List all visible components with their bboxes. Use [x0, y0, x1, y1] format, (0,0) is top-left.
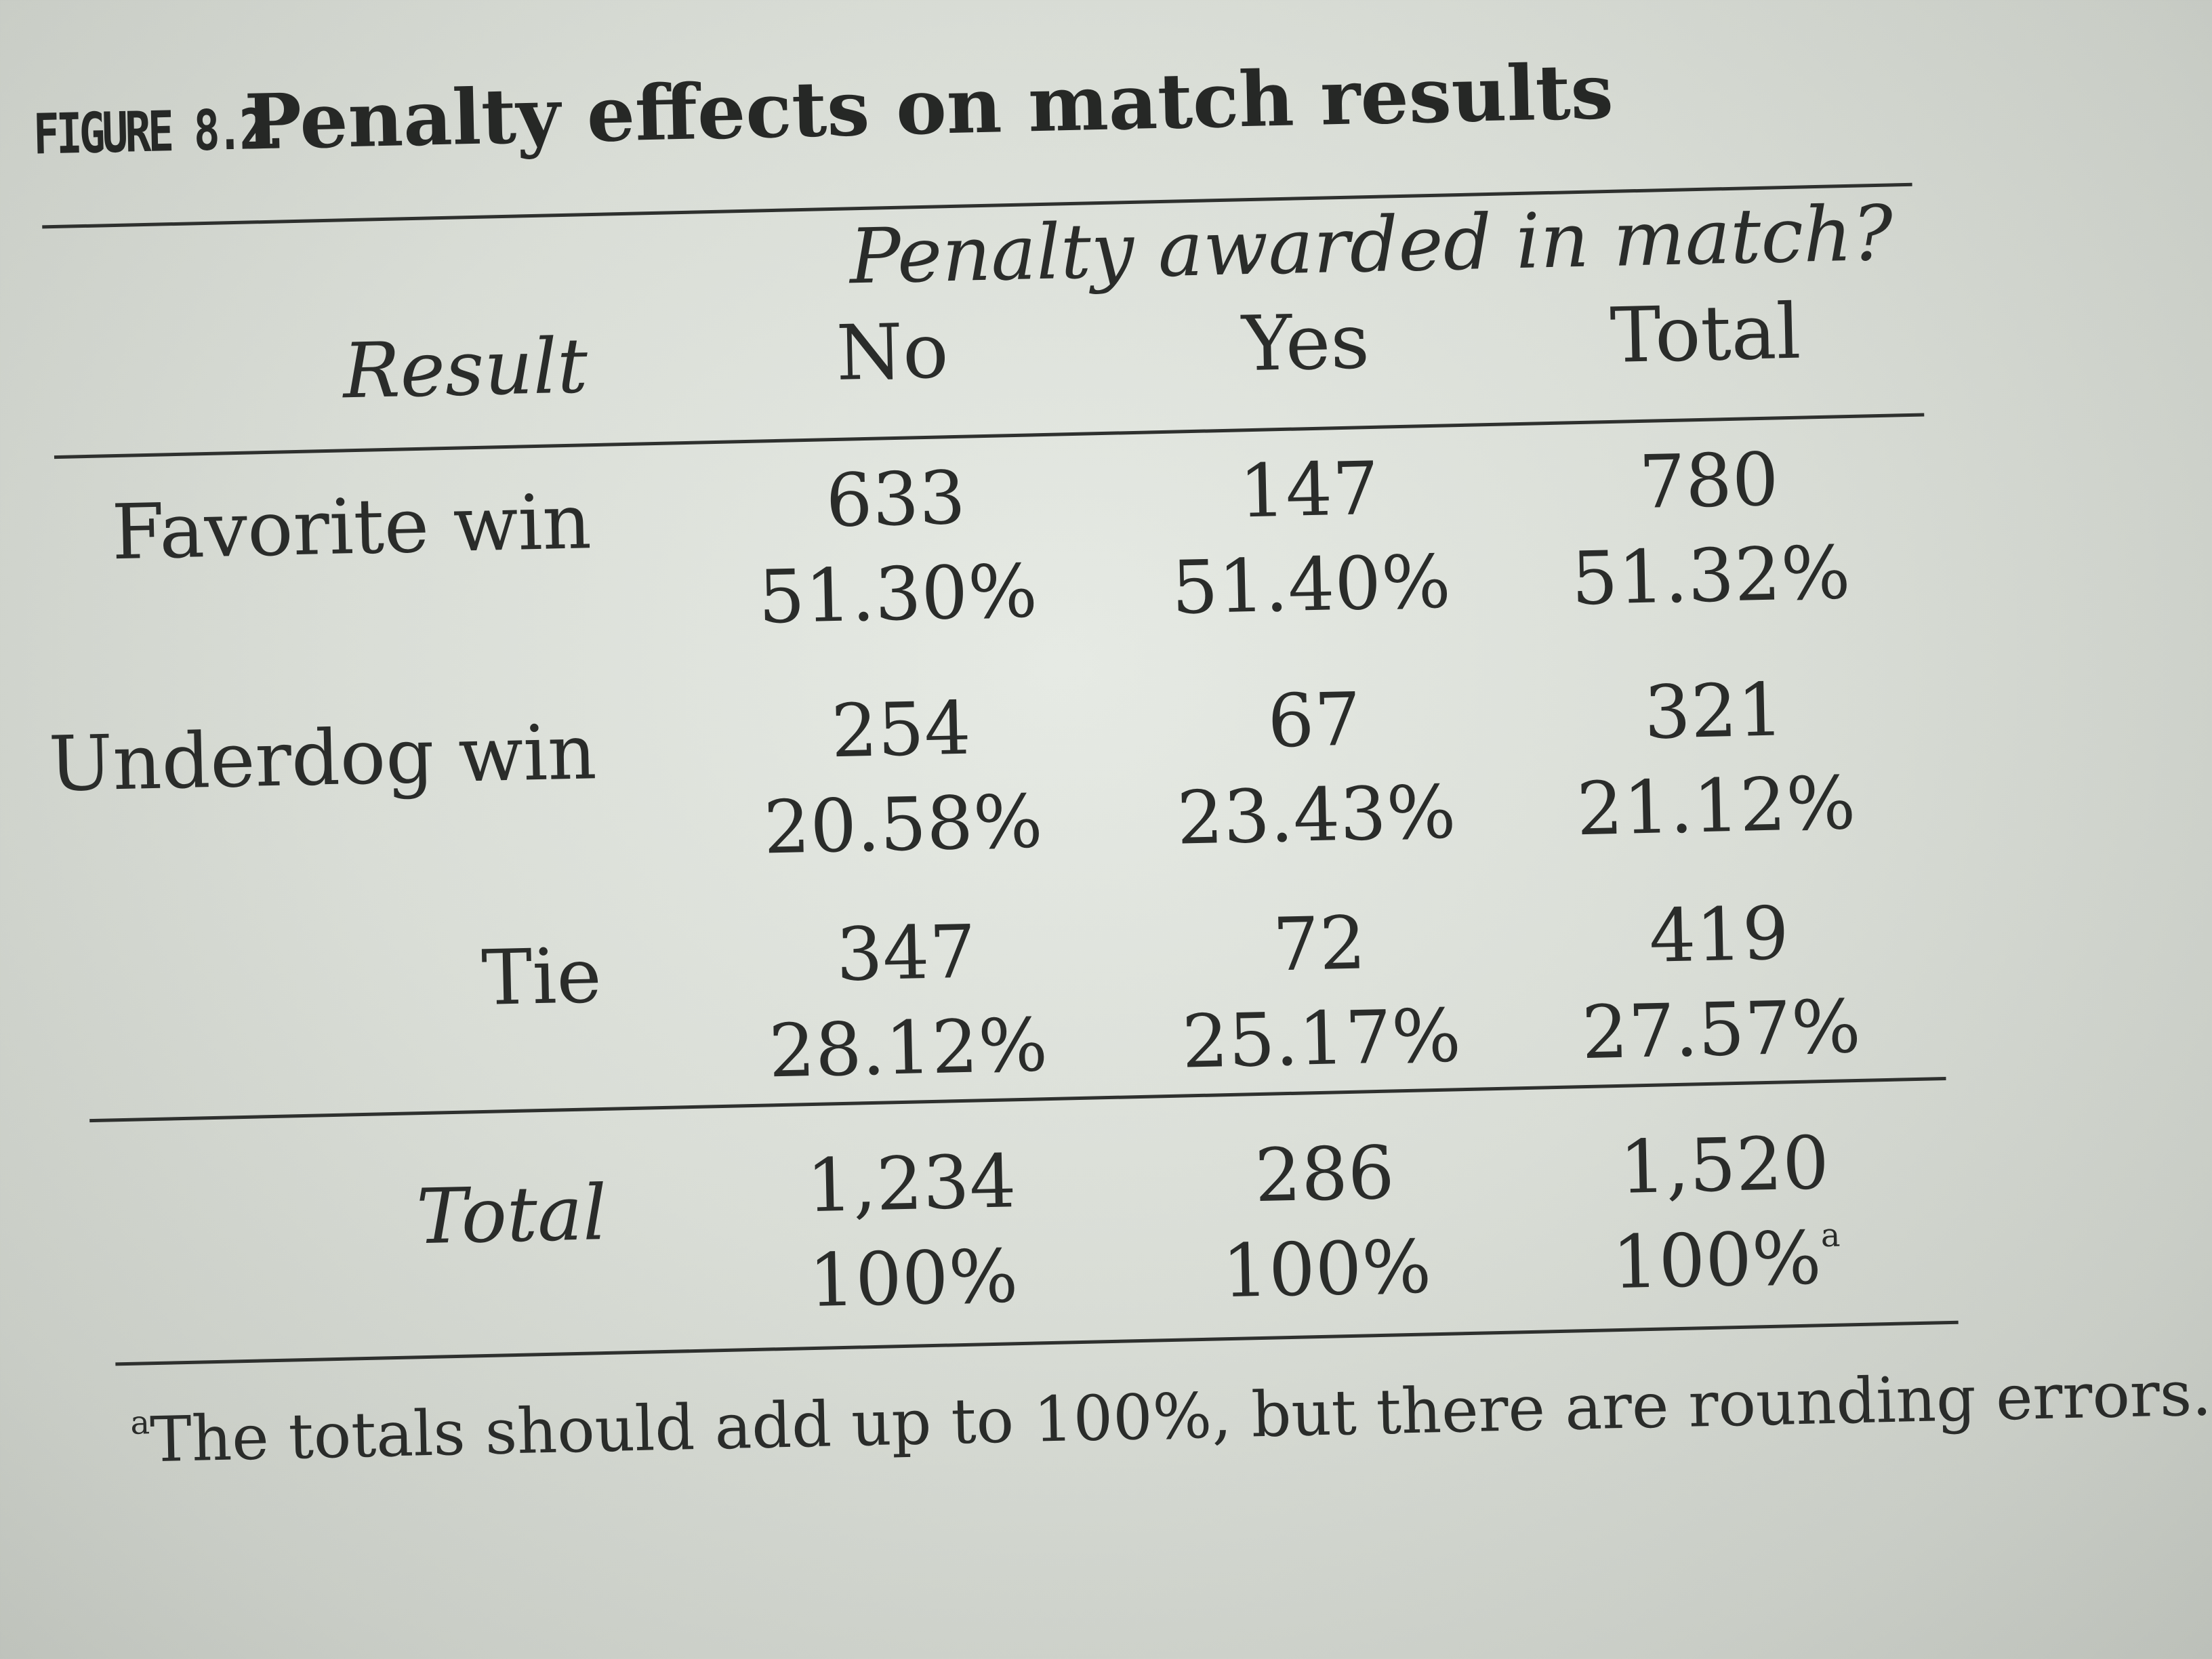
cell-percent: 21.12%: [1576, 760, 1857, 853]
cell-count: 254: [830, 686, 972, 775]
cell-percent: 51.30%: [757, 549, 1039, 640]
cell-percent: 51.32%: [1570, 531, 1851, 622]
total-percent: 100%: [1611, 1216, 1822, 1306]
cell-count: 633: [825, 455, 967, 544]
cell-percent: 23.43%: [1176, 770, 1457, 861]
bottom-rule: [115, 1320, 1959, 1366]
footnote-mark: a: [1820, 1216, 1841, 1255]
row-label-total: Total: [415, 1168, 608, 1262]
cell-percent: 20.58%: [762, 779, 1044, 871]
footnote-text: The totals should add up to 100%, but th…: [149, 1357, 2212, 1477]
row-header: Result: [342, 322, 589, 416]
total-count: 1,520: [1618, 1120, 1830, 1210]
footnote: aThe totals should add up to 100%, but t…: [129, 1357, 2212, 1476]
cell-count: 147: [1238, 446, 1380, 535]
figure-label: FIGURE 8.2.: [33, 97, 287, 167]
column-header-no: No: [835, 307, 949, 398]
spanner-header: Penalty awarded in match?: [848, 189, 1894, 302]
row-label-favorite-win: Favorite win: [110, 478, 592, 577]
total-percent: 100%: [808, 1234, 1019, 1324]
row-label-tie: Tie: [480, 931, 603, 1023]
column-header-yes: Yes: [1241, 298, 1371, 389]
total-percent: 100%: [1221, 1225, 1433, 1315]
cell-count: 321: [1643, 668, 1785, 756]
cell-percent: 25.17%: [1181, 994, 1462, 1085]
total-percent-with-mark: 100%a: [1536, 1216, 1917, 1305]
total-count: 1,234: [805, 1139, 1017, 1229]
cell-count: 419: [1648, 891, 1790, 979]
cell-percent: 27.57%: [1580, 984, 1862, 1076]
cell-percent: 51.40%: [1170, 539, 1452, 631]
column-header-total: Total: [1609, 287, 1802, 380]
cell-count: 780: [1637, 437, 1780, 526]
figure-caption: Penalty effects on match results: [243, 47, 1614, 167]
row-label-underdog-win: Underdog win: [47, 708, 598, 809]
cell-count: 67: [1267, 677, 1362, 764]
cell-count: 72: [1271, 901, 1367, 988]
cell-percent: 28.12%: [767, 1003, 1049, 1094]
total-count: 286: [1254, 1130, 1395, 1219]
figure-title: FIGURE 8.2. Penalty effects on match res…: [32, 47, 1614, 172]
footnote-marker: a: [129, 1404, 150, 1442]
cell-count: 347: [835, 909, 977, 998]
